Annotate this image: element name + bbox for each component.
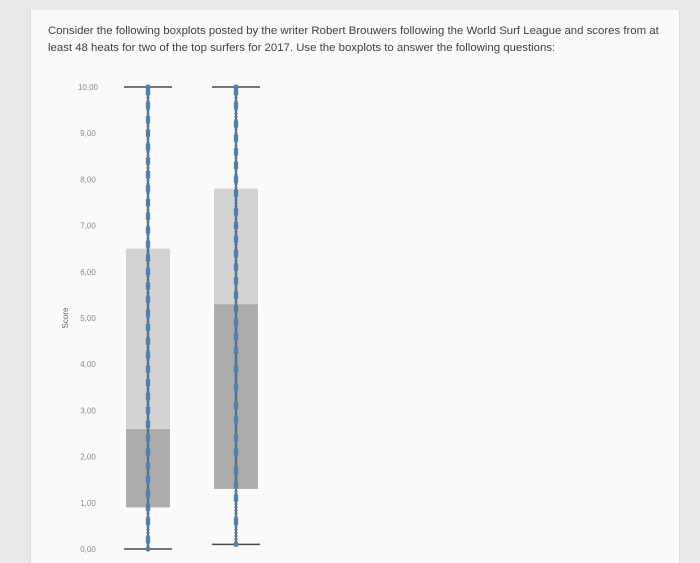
y-tick-label: 3,00	[80, 406, 96, 415]
data-point	[145, 226, 151, 235]
y-tick-label: 10,00	[78, 83, 99, 92]
y-tick-label: 9,00	[80, 129, 96, 138]
data-point	[233, 175, 239, 184]
data-point	[145, 184, 151, 193]
y-tick-label: 2,00	[80, 453, 96, 462]
question-text: Consider the following boxplots posted b…	[48, 25, 659, 54]
data-point	[145, 143, 151, 152]
y-axis-label-group: Score	[61, 307, 70, 328]
max-point	[145, 84, 151, 90]
data-point	[233, 383, 239, 392]
y-axis-label: Score	[61, 307, 70, 328]
y-tick-label: 0,00	[80, 545, 96, 554]
boxplot-2	[212, 84, 260, 547]
y-tick-label: 7,00	[80, 222, 96, 231]
max-point	[233, 84, 239, 90]
y-tick-label: 5,00	[80, 314, 96, 323]
y-tick-label: 4,00	[80, 360, 96, 369]
y-tick-label: 8,00	[80, 175, 96, 184]
min-point	[233, 541, 239, 547]
boxplots	[124, 84, 260, 552]
data-point	[233, 466, 239, 475]
y-axis-ticks: 0,00 1,00 2,00 3,00 4,00 5,00 6,00 7,00 8,00 9,00…	[78, 83, 99, 554]
data-point	[145, 101, 151, 110]
data-point	[233, 101, 239, 110]
min-point	[145, 546, 151, 552]
y-tick-label: 1,00	[80, 499, 96, 508]
y-tick-label: 6,00	[80, 268, 96, 277]
boxplot-1	[124, 84, 172, 552]
